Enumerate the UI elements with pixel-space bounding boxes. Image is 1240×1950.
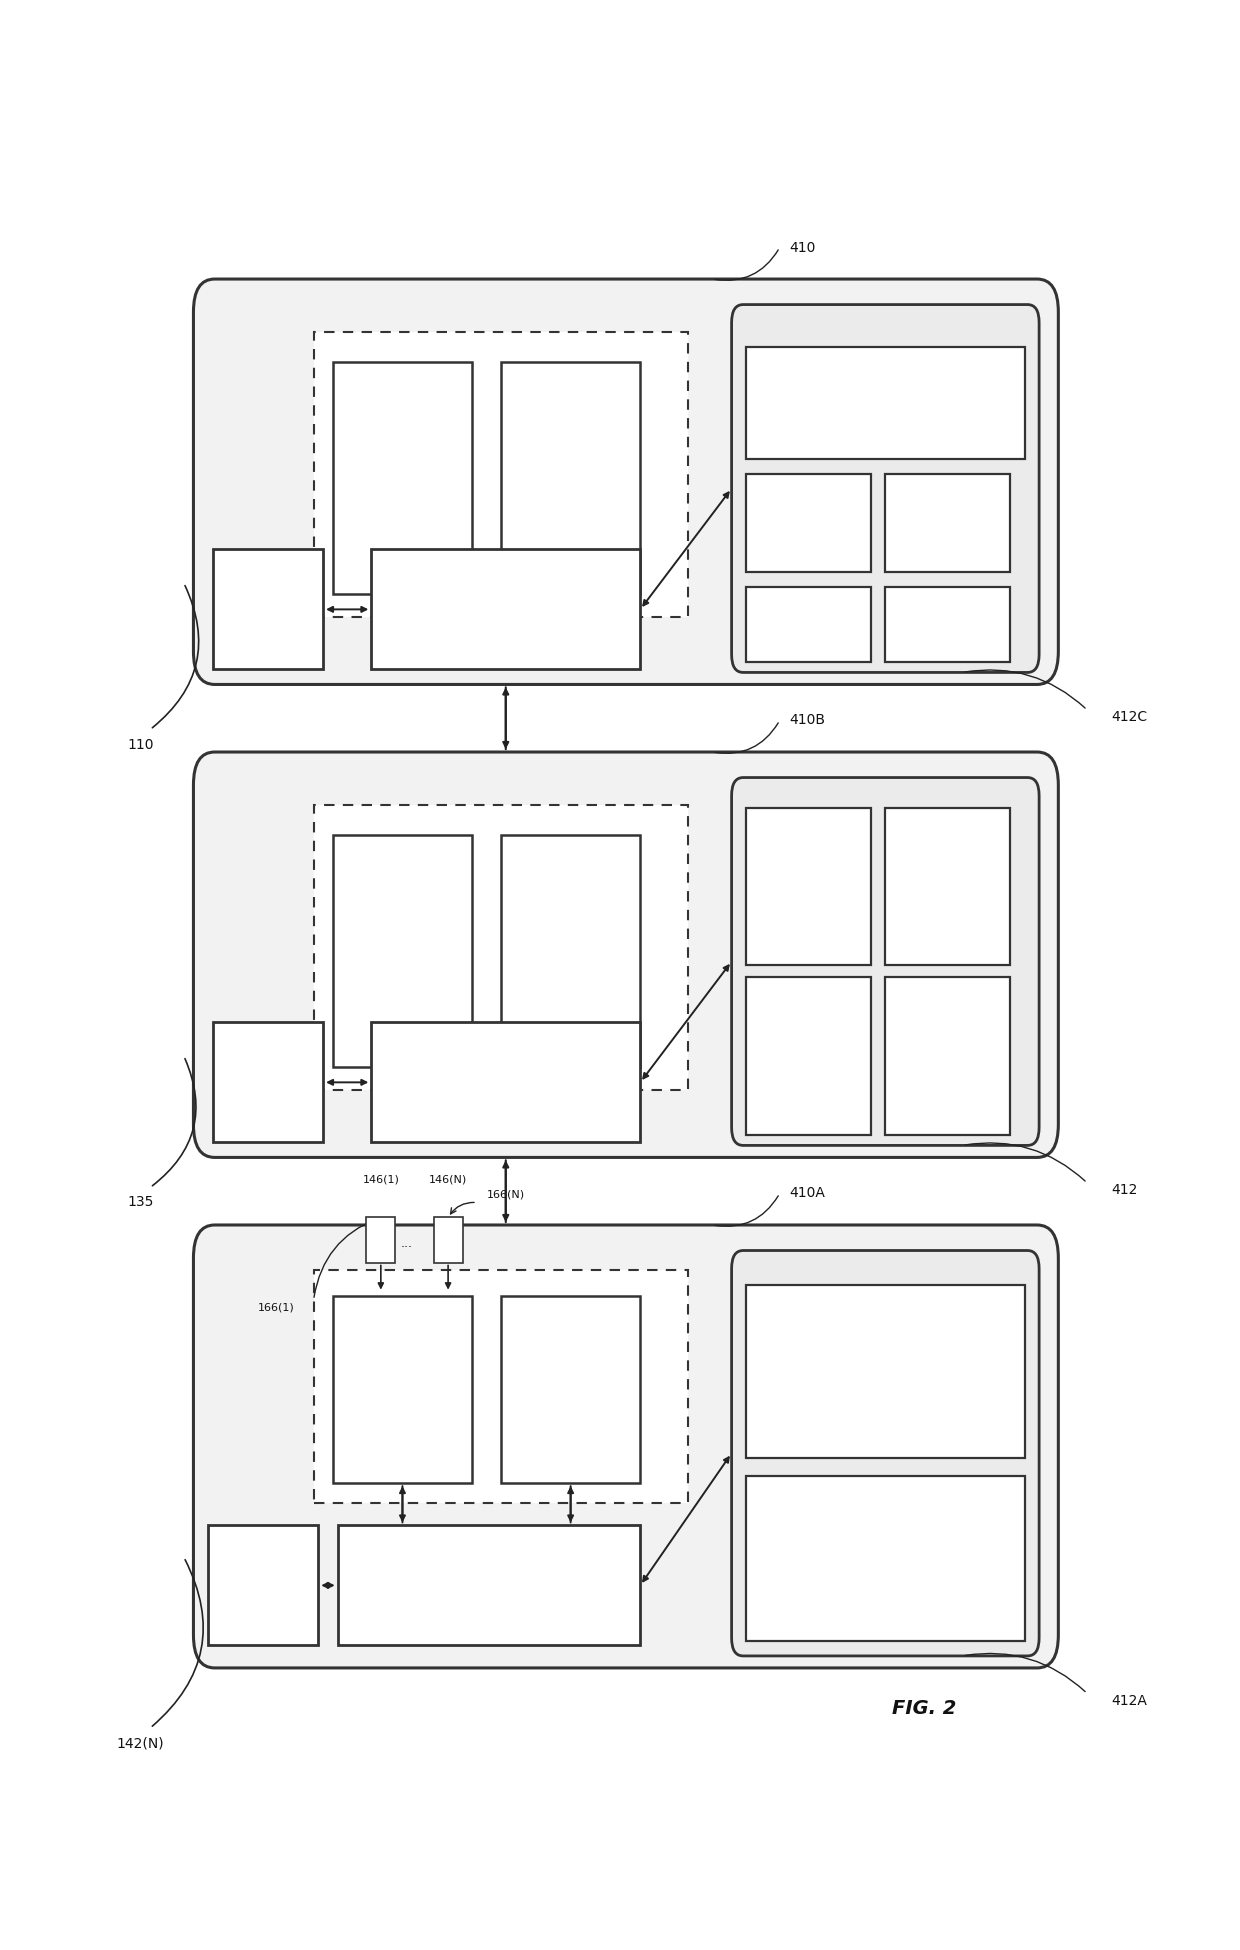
Bar	[885, 977, 1011, 1135]
Bar	[501, 361, 640, 595]
Bar	[434, 1217, 463, 1262]
Text: 166(1): 166(1)	[258, 1303, 294, 1312]
Bar	[371, 550, 640, 669]
Bar	[885, 474, 1011, 571]
Text: 142(N): 142(N)	[117, 1736, 165, 1749]
Text: 416A: 416A	[867, 1365, 904, 1379]
FancyBboxPatch shape	[193, 279, 1059, 684]
Text: 420A: 420A	[551, 1383, 590, 1396]
Text: 412A: 412A	[1111, 1695, 1147, 1708]
Text: 400C: 400C	[383, 470, 422, 486]
Bar	[337, 1525, 640, 1646]
Bar	[208, 1525, 319, 1646]
Text: 422: 422	[795, 879, 822, 893]
Text: 135: 135	[128, 1195, 154, 1209]
Text: 416B: 416B	[930, 1049, 966, 1063]
Bar	[332, 835, 472, 1067]
Text: 110: 110	[128, 737, 154, 751]
Text: 404C: 404C	[248, 603, 288, 616]
Bar	[367, 1217, 396, 1262]
FancyBboxPatch shape	[193, 753, 1059, 1158]
Bar	[746, 807, 870, 965]
Text: 410A: 410A	[789, 1186, 825, 1201]
FancyBboxPatch shape	[732, 304, 1039, 673]
Text: 400B: 400B	[383, 944, 422, 959]
Text: 410: 410	[789, 240, 816, 255]
Text: ...: ...	[401, 1236, 413, 1250]
Text: 420C: 420C	[551, 470, 590, 486]
Text: 420B: 420B	[551, 944, 590, 959]
Text: 416C: 416C	[930, 618, 966, 632]
Text: 412C: 412C	[1111, 710, 1147, 725]
Text: 414B: 414B	[790, 1049, 827, 1063]
Text: 412: 412	[1111, 1184, 1137, 1197]
Bar	[746, 474, 870, 571]
Bar	[501, 1295, 640, 1484]
Text: FIG. 2: FIG. 2	[892, 1698, 956, 1718]
Bar	[746, 347, 1024, 460]
Text: 426: 426	[872, 396, 899, 410]
FancyBboxPatch shape	[193, 1225, 1059, 1667]
Bar	[746, 1285, 1024, 1459]
Bar	[746, 587, 870, 661]
Text: 146(N): 146(N)	[429, 1176, 467, 1186]
Bar	[314, 805, 688, 1090]
Bar	[371, 1022, 640, 1143]
Text: 414A: 414A	[868, 1552, 903, 1566]
Bar	[885, 807, 1011, 965]
Bar	[332, 1295, 472, 1484]
FancyBboxPatch shape	[732, 778, 1039, 1145]
Bar	[314, 332, 688, 616]
Text: 422: 422	[795, 517, 822, 530]
Text: 408C: 408C	[486, 603, 526, 616]
Text: 408A: 408A	[469, 1578, 508, 1593]
Text: 146(1): 146(1)	[362, 1176, 399, 1186]
Text: 400A: 400A	[383, 1383, 422, 1396]
Text: 424: 424	[935, 517, 961, 530]
Text: 410B: 410B	[789, 714, 826, 727]
Text: 414C: 414C	[790, 618, 827, 632]
Bar	[885, 587, 1011, 661]
FancyBboxPatch shape	[732, 1250, 1039, 1656]
Text: 404B: 404B	[248, 1074, 288, 1090]
Bar	[746, 977, 870, 1135]
Text: 166(N): 166(N)	[486, 1190, 525, 1199]
Bar	[332, 361, 472, 595]
Bar	[213, 1022, 324, 1143]
Bar	[213, 550, 324, 669]
Bar	[746, 1476, 1024, 1640]
Text: 404A: 404A	[243, 1578, 283, 1593]
Bar	[314, 1269, 688, 1503]
Bar	[501, 835, 640, 1067]
Text: 424: 424	[935, 879, 961, 893]
Text: 408B: 408B	[486, 1074, 526, 1090]
